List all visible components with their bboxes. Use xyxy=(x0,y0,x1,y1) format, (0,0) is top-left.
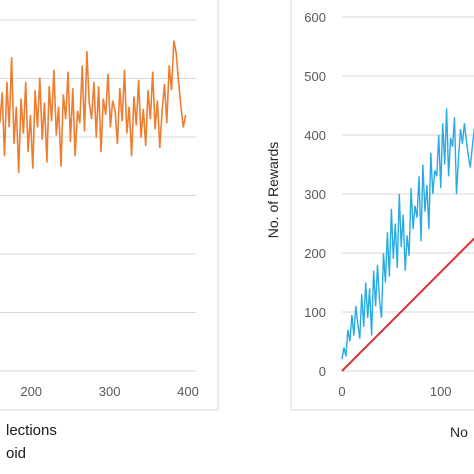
left-chart-border xyxy=(0,0,219,411)
right-x-tick-label: 100 xyxy=(430,384,452,399)
right-x-tick-labels: 0 100 xyxy=(338,384,451,399)
left-x-tick-label: 300 xyxy=(99,384,121,399)
right-y-tick-label: 0 xyxy=(319,364,326,379)
right-y-tick-label: 200 xyxy=(304,246,326,261)
right-series-blue-line xyxy=(341,108,474,360)
right-chart-border xyxy=(290,0,474,411)
right-y-tick-labels: 0 100 200 300 400 500 600 xyxy=(304,10,326,379)
left-caption-line-2: oid xyxy=(6,445,26,462)
right-gridlines xyxy=(342,16,474,372)
right-x-axis-title: No xyxy=(450,424,468,440)
left-gridlines xyxy=(0,19,196,372)
left-chart: 200 300 400 xyxy=(0,0,219,411)
left-series-line xyxy=(0,40,187,173)
right-series-group xyxy=(341,108,474,372)
right-y-tick-label: 100 xyxy=(304,305,326,320)
left-x-tick-label: 200 xyxy=(20,384,42,399)
left-x-tick-labels: 200 300 400 xyxy=(20,384,199,399)
right-y-tick-label: 600 xyxy=(304,10,326,25)
left-x-tick-label: 400 xyxy=(177,384,199,399)
left-caption-line-1: lections xyxy=(6,422,57,439)
right-x-tick-label: 0 xyxy=(338,384,345,399)
right-y-tick-label: 400 xyxy=(304,128,326,143)
right-y-tick-label: 300 xyxy=(304,187,326,202)
right-y-axis-title: No. of Rewards xyxy=(265,142,281,238)
right-y-tick-label: 500 xyxy=(304,69,326,84)
right-series-red-line xyxy=(341,237,474,372)
